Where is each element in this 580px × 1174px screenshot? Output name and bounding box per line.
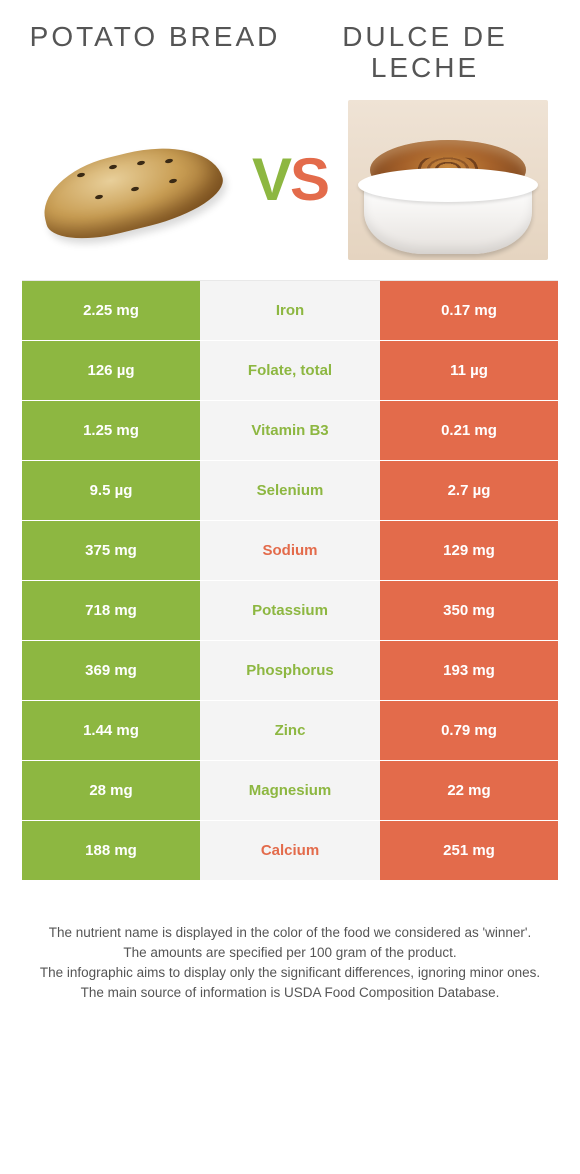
nutrient-name: Sodium — [200, 521, 380, 580]
table-row: 126 µgFolate, total11 µg — [22, 341, 558, 401]
nutrient-name: Iron — [200, 281, 380, 340]
left-value: 9.5 µg — [22, 461, 200, 520]
vs-s: S — [290, 145, 328, 214]
table-row: 9.5 µgSelenium2.7 µg — [22, 461, 558, 521]
right-value: 350 mg — [380, 581, 558, 640]
right-value: 11 µg — [380, 341, 558, 400]
table-row: 718 mgPotassium350 mg — [22, 581, 558, 641]
table-row: 1.44 mgZinc0.79 mg — [22, 701, 558, 761]
right-value: 0.17 mg — [380, 281, 558, 340]
left-value: 1.44 mg — [22, 701, 200, 760]
bread-icon — [37, 125, 227, 235]
right-value: 22 mg — [380, 761, 558, 820]
left-food-title: POTATO BREAD — [20, 22, 290, 53]
right-value: 193 mg — [380, 641, 558, 700]
dulce-icon — [348, 100, 548, 260]
footer-line: The main source of information is USDA F… — [28, 983, 552, 1003]
left-food-image — [20, 100, 244, 260]
footer-line: The infographic aims to display only the… — [28, 963, 552, 983]
nutrient-name: Phosphorus — [200, 641, 380, 700]
left-value: 2.25 mg — [22, 281, 200, 340]
nutrient-name: Calcium — [200, 821, 380, 880]
left-value: 28 mg — [22, 761, 200, 820]
table-row: 188 mgCalcium251 mg — [22, 821, 558, 881]
right-value: 0.21 mg — [380, 401, 558, 460]
images-row: VS — [0, 84, 580, 280]
nutrient-name: Potassium — [200, 581, 380, 640]
nutrient-name: Magnesium — [200, 761, 380, 820]
left-value: 718 mg — [22, 581, 200, 640]
nutrient-name: Vitamin B3 — [200, 401, 380, 460]
right-food-title: DULCE DE LECHE — [290, 22, 560, 84]
left-value: 369 mg — [22, 641, 200, 700]
right-value: 129 mg — [380, 521, 558, 580]
footer-notes: The nutrient name is displayed in the co… — [0, 881, 580, 1004]
left-value: 375 mg — [22, 521, 200, 580]
nutrient-name: Folate, total — [200, 341, 380, 400]
right-value: 2.7 µg — [380, 461, 558, 520]
table-row: 2.25 mgIron0.17 mg — [22, 281, 558, 341]
left-value: 1.25 mg — [22, 401, 200, 460]
footer-line: The nutrient name is displayed in the co… — [28, 923, 552, 943]
header: POTATO BREAD DULCE DE LECHE — [0, 0, 580, 84]
table-row: 1.25 mgVitamin B30.21 mg — [22, 401, 558, 461]
left-value: 188 mg — [22, 821, 200, 880]
right-food-image — [336, 100, 560, 260]
vs-v: V — [252, 145, 290, 214]
right-value: 251 mg — [380, 821, 558, 880]
nutrient-table: 2.25 mgIron0.17 mg126 µgFolate, total11 … — [22, 280, 558, 881]
footer-line: The amounts are specified per 100 gram o… — [28, 943, 552, 963]
table-row: 375 mgSodium129 mg — [22, 521, 558, 581]
left-value: 126 µg — [22, 341, 200, 400]
table-row: 28 mgMagnesium22 mg — [22, 761, 558, 821]
vs-label: VS — [252, 145, 328, 214]
nutrient-name: Selenium — [200, 461, 380, 520]
right-value: 0.79 mg — [380, 701, 558, 760]
nutrient-name: Zinc — [200, 701, 380, 760]
table-row: 369 mgPhosphorus193 mg — [22, 641, 558, 701]
